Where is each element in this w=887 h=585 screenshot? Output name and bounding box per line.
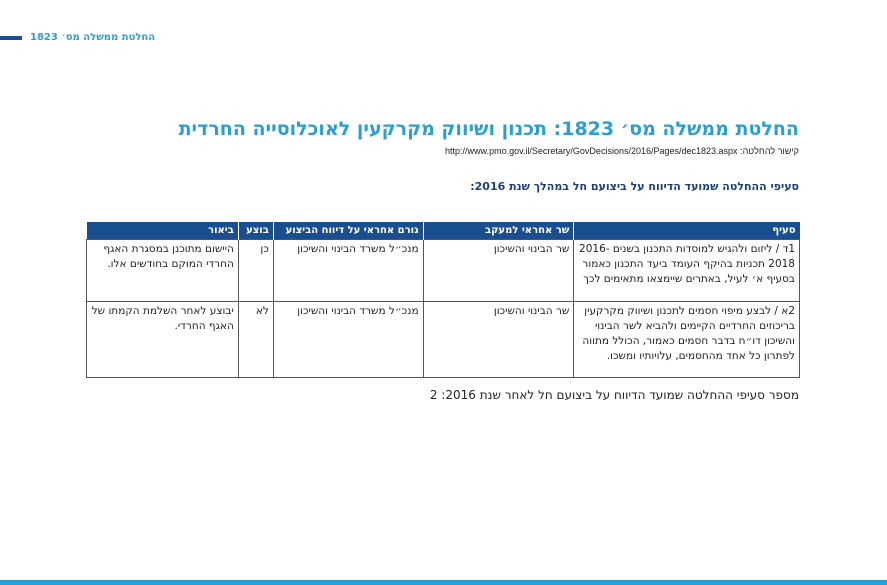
decision-link: קישור להחלטה: http://www.pmo.gov.il/Secr…: [445, 146, 799, 156]
decision-table: סעיף שר אחראי למעקב גורם אחראי על דיווח …: [86, 222, 800, 378]
header-reporter: גורם אחראי על דיווח הביצוע: [273, 222, 424, 240]
footer-count-text: מספר סעיפי ההחלטה שמועד הדיווח על ביצועם…: [429, 388, 799, 402]
link-label: קישור להחלטה:: [740, 146, 799, 156]
cell-clause: 2א / לבצע מיפוי חסמים לתכנון ושיווק מקרק…: [573, 301, 800, 378]
table-header-row: סעיף שר אחראי למעקב גורם אחראי על דיווח …: [86, 222, 800, 240]
cell-minister: שר הבינוי והשיכון: [422, 239, 575, 302]
cell-done: כן: [237, 239, 274, 302]
cell-explanation: היישום מתוכנן במסגרת האגף החרדי המוקם בח…: [86, 239, 239, 302]
link-url[interactable]: http://www.pmo.gov.il/Secretary/GovDecis…: [445, 146, 738, 156]
header-minister: שר אחראי למעקב: [423, 222, 575, 240]
cell-explanation: יבוצע לאחר השלמת הקמתו של האגף החרדי.: [86, 301, 239, 378]
section-subheading: סעיפי ההחלטה שמועד הדיווח על ביצועם חל ב…: [470, 180, 799, 193]
table-row: 1ד / ליזום ולהגיש למוסדות התכנון בשנים 2…: [86, 239, 800, 302]
running-header-text: החלטת ממשלה מס׳ 1823: [30, 32, 156, 43]
page-title: החלטת ממשלה מס׳ 1823: תכנון ושיווק מקרקע…: [178, 118, 799, 140]
cell-reporter: מנכ״ל משרד הבינוי והשיכון: [272, 239, 424, 302]
table-row: 2א / לבצע מיפוי חסמים לתכנון ושיווק מקרק…: [86, 301, 800, 378]
header-clause: סעיף: [573, 222, 800, 240]
bottom-bar: [0, 580, 887, 585]
header-done: בוצע: [238, 222, 274, 240]
running-header: החלטת ממשלה מס׳ 1823: [0, 32, 155, 43]
cell-minister: שר הבינוי והשיכון: [422, 301, 575, 378]
cell-clause: 1ד / ליזום ולהגיש למוסדות התכנון בשנים 2…: [573, 239, 800, 302]
header-explanation: ביאור: [86, 222, 239, 240]
cell-reporter: מנכ״ל משרד הבינוי והשיכון: [272, 301, 424, 378]
header-bar: [0, 35, 22, 40]
cell-done: לא: [237, 301, 274, 378]
